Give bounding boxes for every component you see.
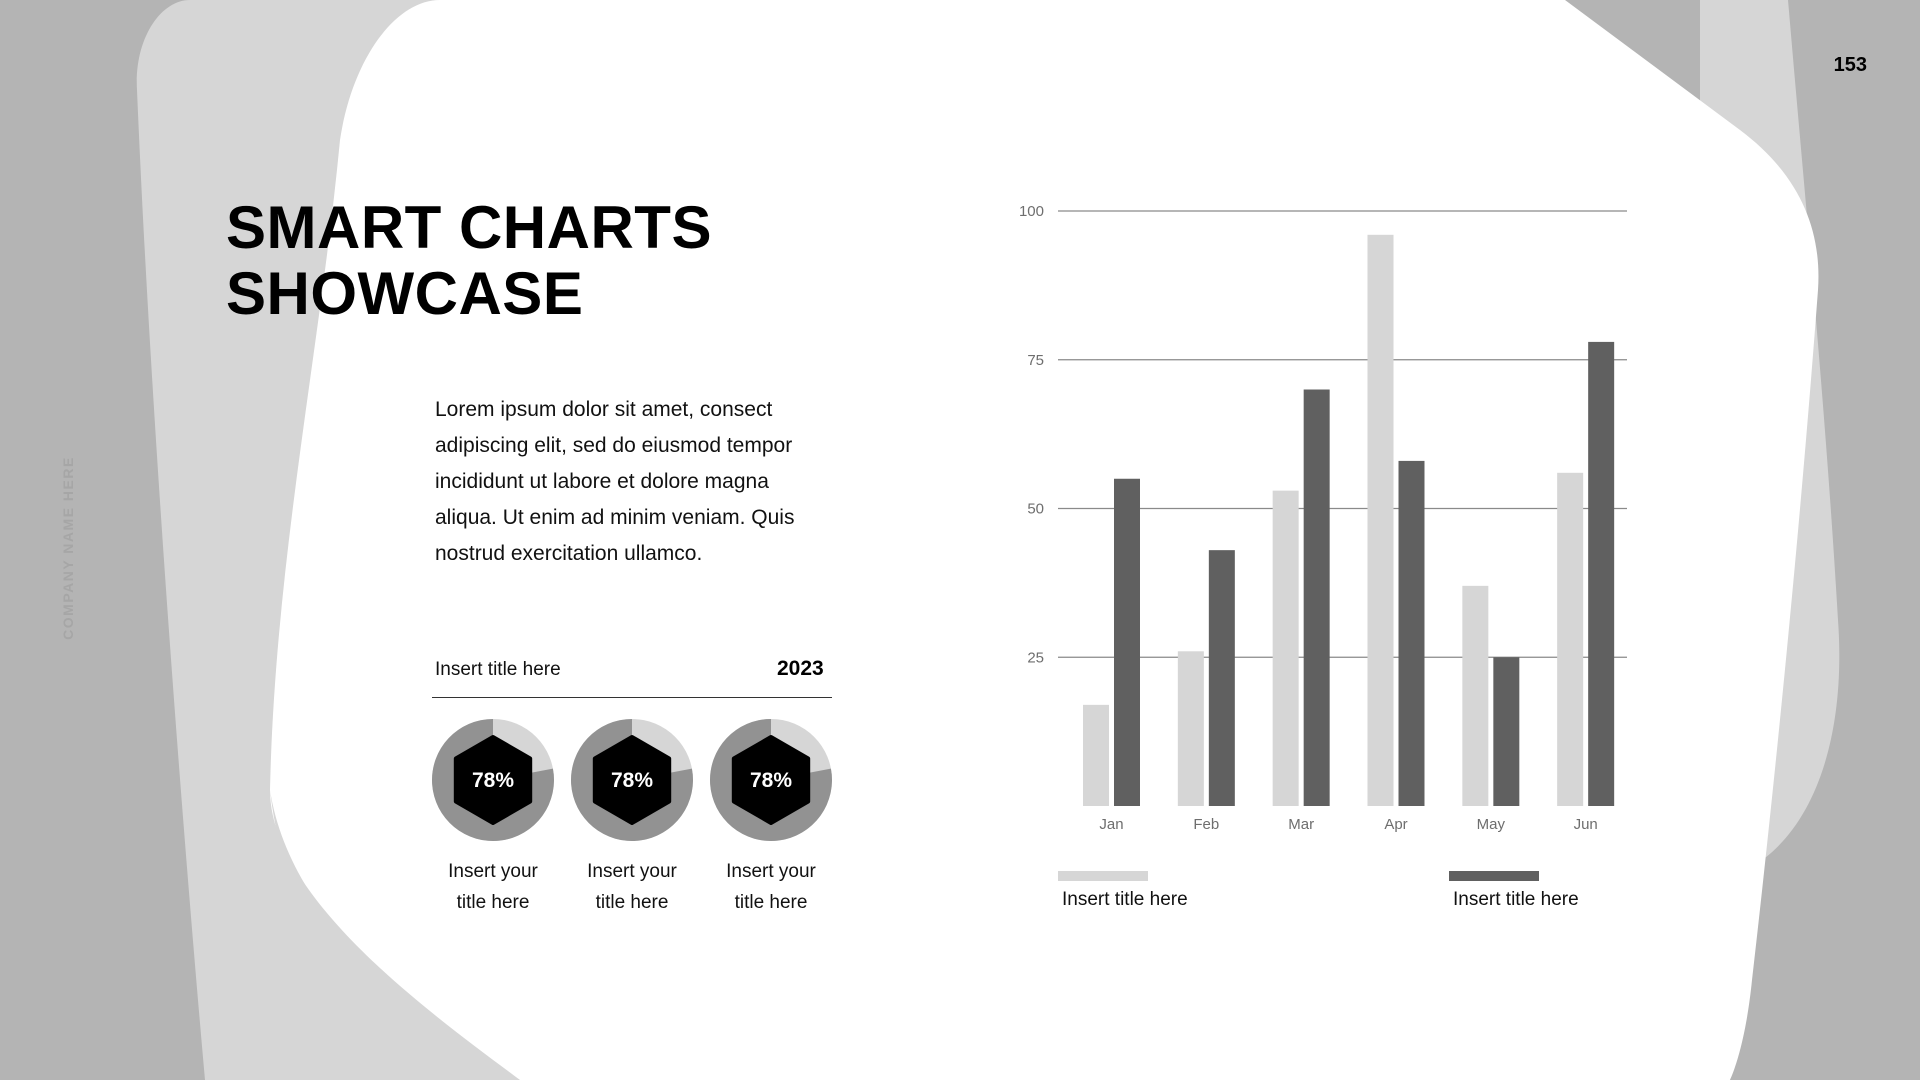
y-tick-label: 25: [1027, 649, 1044, 666]
x-tick-label: Mar: [1288, 816, 1314, 833]
x-tick-label: Feb: [1193, 816, 1219, 833]
donut-caption-3-line-1: Insert your: [726, 861, 816, 882]
bar-feb-series-1: [1177, 651, 1204, 806]
donut-percent-label: 78%: [750, 769, 792, 792]
legend-swatch-dark: [1449, 871, 1539, 881]
hexagon-badge: [592, 735, 672, 825]
bar-may-series-2: [1493, 657, 1520, 806]
donut-percent-label: 78%: [472, 769, 514, 792]
bar-apr-series-2: [1398, 460, 1425, 806]
donut-caption-3-line-2: title here: [734, 892, 808, 913]
donut-caption-2-line-1: Insert your: [587, 861, 677, 882]
x-tick-label: Jan: [1099, 816, 1123, 833]
bar-chart: 25 50 75 100 Jan Feb Mar Apr May Jun: [1019, 203, 1627, 833]
bar-apr-series-1: [1367, 234, 1394, 807]
bar-feb-series-2: [1208, 550, 1235, 806]
page-number: 153: [1833, 54, 1867, 76]
y-tick-label: 50: [1027, 501, 1044, 518]
donut-caption-3: Insert your title here: [701, 856, 841, 918]
company-name: COMPANY NAME HERE: [60, 456, 76, 640]
hexagon-badge: [453, 735, 533, 825]
x-tick-label: Jun: [1574, 816, 1598, 833]
hexagon-badge: [731, 735, 811, 825]
legend-swatch-light: [1058, 871, 1148, 881]
donut-percent-label: 78%: [611, 769, 653, 792]
bar-may-series-1: [1462, 585, 1489, 806]
bar-mar-series-2: [1303, 389, 1330, 806]
y-tick-label: 75: [1027, 352, 1044, 369]
donut-chart-2: 78%: [571, 719, 693, 841]
body-paragraph: Lorem ipsum dolor sit amet, consect adip…: [435, 398, 795, 565]
slide-title-line-1: SMART CHARTS: [226, 194, 712, 261]
donut-caption-1-line-2: title here: [456, 892, 530, 913]
bar-jan-series-2: [1114, 478, 1140, 806]
donut-chart-1: 78%: [432, 719, 554, 841]
legend-label-light: Insert title here: [1062, 889, 1188, 910]
bar-jun-series-2: [1588, 341, 1615, 806]
donut-caption-1-line-1: Insert your: [448, 861, 538, 882]
x-tick-label: Apr: [1384, 816, 1407, 833]
y-tick-label: 100: [1019, 203, 1044, 220]
info-divider: [432, 697, 832, 698]
slide-title-line-2: SHOWCASE: [226, 260, 584, 327]
info-year: 2023: [777, 657, 824, 680]
x-tick-label: May: [1477, 816, 1506, 833]
donut-caption-2-line-2: title here: [595, 892, 669, 913]
bar-mar-series-1: [1272, 490, 1299, 806]
bar-jan-series-1: [1083, 704, 1109, 806]
legend-label-dark: Insert title here: [1453, 889, 1579, 910]
donut-caption-2: Insert your title here: [562, 856, 702, 918]
light-fold-bottom-left: [270, 790, 520, 1080]
slide-title: SMART CHARTS SHOWCASE: [226, 195, 926, 327]
donut-chart-3: 78%: [710, 719, 832, 841]
info-title: Insert title here: [435, 659, 561, 680]
donut-caption-1: Insert your title here: [423, 856, 563, 918]
bar-jun-series-1: [1557, 472, 1584, 806]
